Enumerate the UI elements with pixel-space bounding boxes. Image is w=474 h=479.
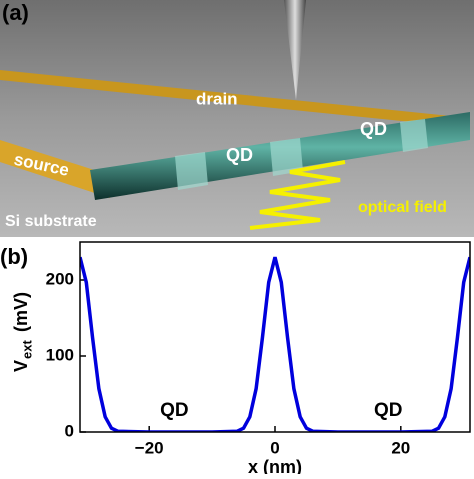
- panel-label: (b): [0, 244, 28, 269]
- y-tick-label: 0: [65, 421, 74, 440]
- source-electrode: [0, 140, 110, 198]
- drain-electrode: [0, 70, 470, 128]
- label: QD: [226, 145, 253, 165]
- y-label-unit: (mV): [11, 292, 31, 332]
- label: drain: [196, 89, 238, 108]
- optical-wave: [249, 160, 346, 230]
- y-label-sub: ext: [19, 340, 34, 359]
- quantum-dot-bands: [175, 119, 428, 190]
- y-tick-label: 200: [46, 269, 74, 288]
- x-tick-label: 0: [270, 438, 279, 457]
- panel-b: (b) x (nm) V ext (mV) 0 100 200 −20 0 20 QD QD: [0, 241, 471, 477]
- x-tick-label: 20: [391, 438, 410, 457]
- data-line: [80, 256, 470, 432]
- panel-label: (a): [2, 0, 29, 25]
- label: optical field: [358, 199, 447, 216]
- label: QD: [360, 119, 387, 139]
- label: Si substrate: [5, 213, 97, 230]
- annotation: QD: [374, 400, 403, 421]
- y-tick-label: 100: [46, 345, 74, 364]
- plot-frame: [79, 241, 471, 433]
- x-axis-label: x (nm): [248, 457, 302, 474]
- y-label-main: V: [11, 360, 31, 372]
- probe-tip: [284, 0, 306, 100]
- panel-a: (a) drain source QD QD Si substrate opti…: [0, 0, 474, 237]
- y-axis-label: V ext (mV): [11, 292, 35, 372]
- annotation: QD: [160, 400, 189, 421]
- x-tick-label: −20: [135, 438, 164, 457]
